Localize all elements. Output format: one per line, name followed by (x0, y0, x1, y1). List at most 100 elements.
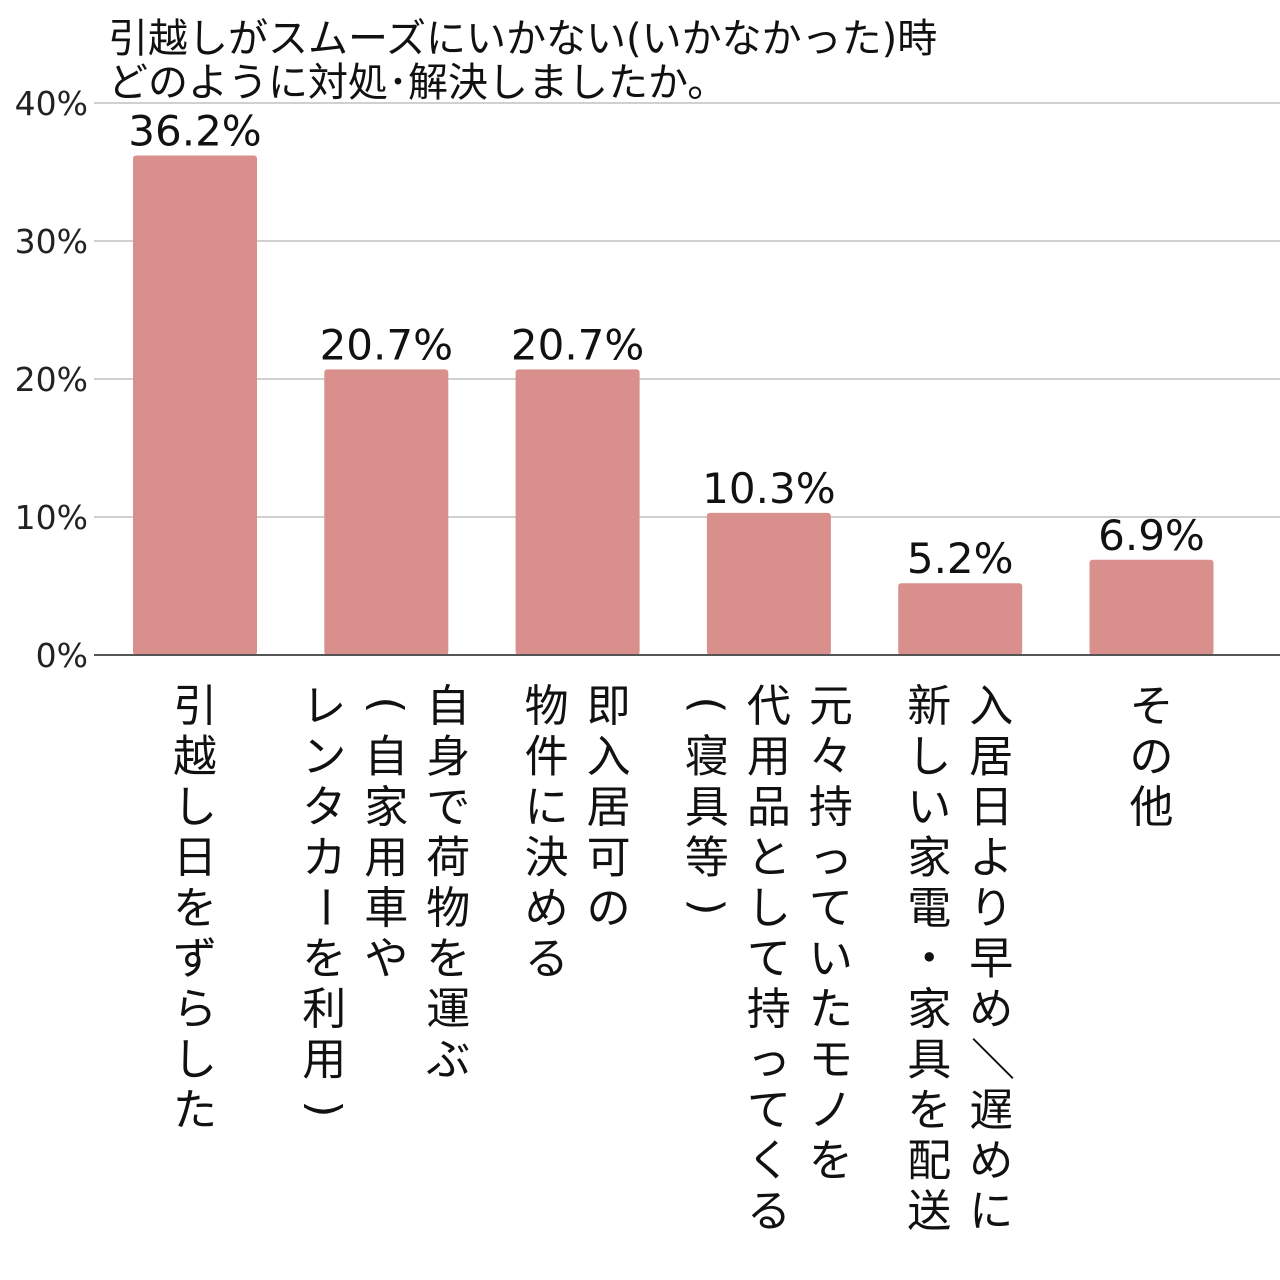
chart-title-line: どのように対処･解決しましたか。 (108, 60, 727, 106)
x-tick-label-char: 利 (302, 984, 346, 1035)
x-tick-label-char: っ (809, 833, 853, 884)
x-tick-label-char: 自 (426, 681, 470, 732)
x-tick-label-char: 等 (685, 833, 729, 884)
x-tick-label-char: ( (361, 696, 412, 713)
x-tick-label-char: を (907, 1085, 951, 1136)
x-tick-label-char: そ (1130, 681, 1174, 732)
x-tick-label-char: モ (809, 1035, 853, 1086)
x-tick-label-char: を (809, 1136, 853, 1187)
bar (515, 369, 640, 655)
x-tick-label-char: て (809, 883, 853, 934)
chart-title: 引越しがスムーズにいかない(いかなかった)時どのように対処･解決しましたか。 (108, 16, 937, 106)
x-tick-label-char: 々 (809, 732, 853, 783)
x-tick-label-char: 物 (525, 681, 569, 732)
x-tick-label-char: を (302, 934, 346, 985)
x-tick-label-char: 用 (364, 833, 408, 884)
x-tick-label-char: カ (302, 833, 346, 884)
x-tick-label-char: っ (747, 1035, 791, 1086)
x-tick-label-char: 荷 (426, 833, 470, 884)
x-tick-label-char: 家 (907, 984, 951, 1035)
y-tick-label: 0% (36, 636, 88, 675)
x-tick-label-char: 可 (587, 833, 631, 884)
x-tick-label-char: 持 (809, 782, 853, 833)
data-label: 20.7% (511, 320, 644, 369)
x-tick-label-char: ず (173, 934, 217, 985)
x-tick-label-char: 車 (364, 883, 408, 934)
x-tick-label-char: 居 (587, 782, 631, 833)
x-tick-label-char: た (809, 984, 853, 1035)
x-tick-label-char: め (525, 883, 569, 934)
x-tick-label-char: 他 (1130, 782, 1174, 833)
x-tick-label-char: 具 (907, 1035, 951, 1086)
bar (706, 512, 831, 655)
x-tick-label-char: の (587, 883, 631, 934)
x-tick-label-char: 居 (969, 732, 1013, 783)
x-tick-label-char: 件 (525, 732, 569, 783)
x-tick-label-char: 持 (747, 984, 791, 1035)
chart-title-line: 引越しがスムーズにいかない(いかなかった)時 (108, 16, 937, 62)
data-label: 20.7% (320, 320, 453, 369)
bar (133, 155, 257, 655)
x-tick-label-char: よ (969, 833, 1013, 884)
bar (898, 583, 1023, 655)
x-tick-label-char: 用 (302, 1035, 346, 1086)
y-tick-label: 30% (15, 222, 88, 261)
x-tick-label-char: 寝 (685, 732, 729, 783)
x-tick-label-char: ( (681, 696, 732, 713)
x-tick-label-char: 身 (426, 732, 470, 783)
y-tick-label: 20% (15, 360, 88, 399)
bar (324, 369, 449, 655)
x-tick-label-char: レ (302, 681, 346, 732)
x-tick-label-char: 物 (426, 883, 470, 934)
y-tick-label: 10% (15, 498, 88, 537)
x-tick-label-char: 即 (587, 681, 631, 732)
data-label: 5.2% (907, 534, 1014, 583)
x-tick-label-char: と (747, 833, 791, 884)
data-label: 6.9% (1098, 511, 1205, 560)
x-tick-label-char: 日 (173, 833, 217, 884)
x-tick-label-char: 品 (747, 782, 791, 833)
x-tick-label-char: ) (681, 898, 732, 915)
gridlines (94, 102, 1280, 518)
x-tick-label-char: る (525, 934, 569, 985)
x-tick-label-char: で (426, 782, 470, 833)
x-tick-label-char: 越 (173, 732, 217, 783)
x-tick-label-char: 入 (587, 732, 631, 783)
y-axis-ticks: 0% 10% 20% 30% 40% (15, 84, 88, 675)
x-tick-label-char: を (426, 934, 470, 985)
x-tick-label-char: ぶ (426, 1035, 470, 1086)
x-tick-label-char: 用 (747, 732, 791, 783)
x-tick-label-char: ら (173, 984, 217, 1035)
x-tick-label-char: タ (302, 782, 346, 833)
x-tick-label-char: の (1130, 732, 1174, 783)
x-tick-label-char: い (907, 782, 951, 833)
x-tick-label-char: て (747, 1085, 791, 1136)
data-label: 10.3% (702, 464, 835, 513)
data-label: 36.2% (128, 106, 261, 155)
x-tick-label-char: り (969, 883, 1013, 934)
x-tick-label-char: 早 (969, 934, 1013, 985)
x-tick-label-char: ノ (809, 1085, 853, 1136)
x-tick-label-char: た (173, 1085, 217, 1136)
bar (1089, 559, 1214, 655)
x-tick-label-char: し (747, 883, 791, 934)
x-tick-label-char: 決 (525, 833, 569, 884)
x-tick-label-char: 自 (364, 732, 408, 783)
x-tick-label-char: に (969, 1186, 1013, 1237)
x-tick-label-char: 配 (907, 1136, 951, 1187)
x-tick-label-char: を (173, 883, 217, 934)
x-tick-label-char: し (173, 1035, 217, 1086)
x-tick-label-char: 具 (685, 782, 729, 833)
x-tick-label-char: め (969, 1136, 1013, 1187)
x-tick-label-char: に (525, 782, 569, 833)
x-tick-label-char: 家 (907, 833, 951, 884)
category-labels: 引越し日をずらした自身で荷物を運ぶ(自家用車やレンタカーを利用)即入居可の物件に… (173, 681, 1174, 1237)
x-tick-label-char: め (969, 984, 1013, 1035)
x-tick-label-char: ン (302, 732, 346, 783)
bars (133, 155, 1214, 655)
